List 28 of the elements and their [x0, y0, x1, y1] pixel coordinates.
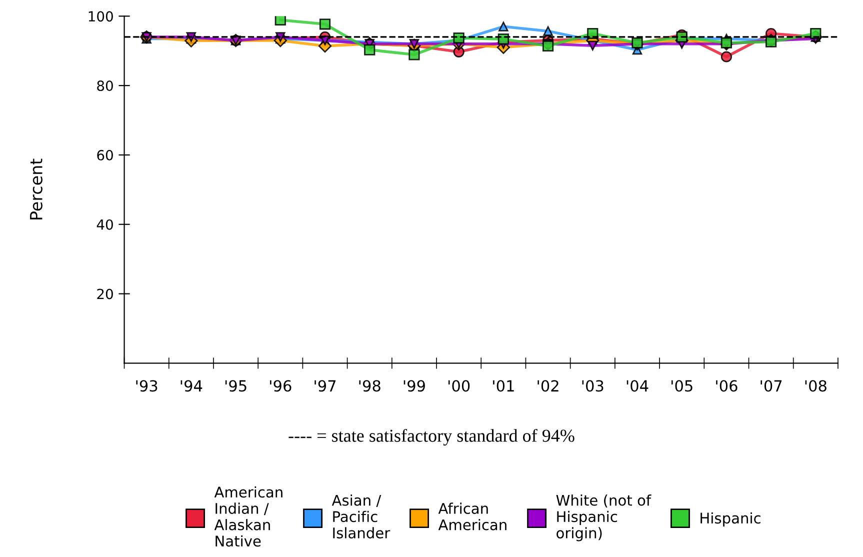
- y-tick-label: 40: [96, 219, 113, 230]
- x-tick-label: '95: [225, 380, 246, 392]
- x-tick-label: '05: [672, 380, 692, 392]
- x-tick-label: '00: [448, 380, 470, 392]
- legend-label: Asian / Pacific Islander: [332, 494, 390, 538]
- x-tick-label: '99: [404, 380, 425, 392]
- x-tick-label: '96: [270, 380, 292, 392]
- x-tick-label: '08: [805, 380, 826, 392]
- x-tick-label: '98: [359, 380, 380, 392]
- x-tick-label: '06: [716, 380, 738, 392]
- legend-label: White (not of Hispanic origin): [556, 494, 652, 542]
- x-tick-label: '03: [582, 380, 604, 392]
- x-tick-label: '93: [136, 380, 158, 392]
- x-tick-label: '01: [493, 380, 514, 392]
- legend-label: Hispanic: [700, 512, 760, 526]
- x-tick-label: '07: [760, 380, 782, 392]
- x-tick-label: '04: [626, 380, 648, 392]
- legend-label: African American: [438, 502, 506, 530]
- x-tick-label: '02: [538, 380, 558, 392]
- y-tick-label: 100: [88, 11, 113, 22]
- legend-label: American Indian / Alaskan Native: [214, 486, 282, 547]
- y-tick-label: 20: [97, 288, 113, 300]
- y-tick-label: 60: [97, 150, 113, 160]
- x-tick-label: '97: [314, 380, 336, 392]
- y-tick-label: 80: [97, 80, 113, 92]
- y-axis-title: Percent: [30, 158, 42, 220]
- text: ---- = state satisfactory standard of 94%: [288, 428, 574, 446]
- x-tick-label: '94: [180, 380, 202, 392]
